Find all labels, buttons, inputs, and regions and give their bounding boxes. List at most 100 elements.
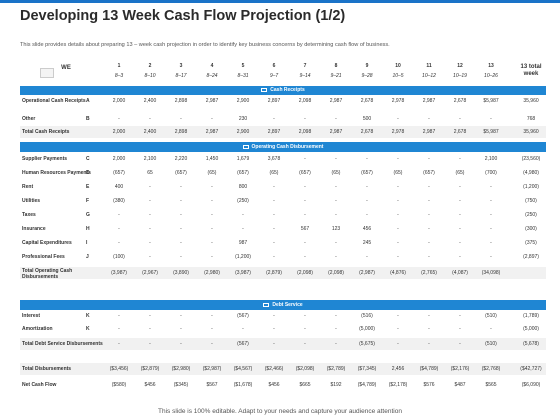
cell-total: (375) [525,240,537,246]
cell-value: 987 [238,240,248,246]
cell-value: - [397,313,399,319]
row-label: Capital Expenditures [22,240,72,246]
cell-value: - [180,226,182,232]
cell-value: - [211,254,213,260]
cell-value: 2,987 [205,98,219,104]
week-date: 10–5 [392,73,404,79]
cell-value: (2,098) [297,270,313,276]
cell-value: (250) [237,198,249,204]
cell-value: - [149,326,151,332]
cell-value: - [211,226,213,232]
section-label: Debt Service [272,302,303,308]
cell-value: - [459,226,461,232]
table-row: Total Disbursements ($3,456) ($2,879) ($2,9… [20,366,546,375]
cell-value: (3,890) [173,270,189,276]
cell-value: - [397,326,399,332]
table-row: Taxes G - - - - - - - - - - - - - (250) [20,212,546,221]
cell-value: 2,897 [267,129,281,135]
cash-flow-table: WE 13 total week 1 8–3 2 8–10 3 8–17 4 8–24 5 8–3… [20,60,546,405]
cell-value: (4,876) [390,270,406,276]
total-header-line2: week [523,71,539,77]
row-label: Professional Fees [22,254,65,260]
cell-value: - [211,341,213,347]
week-number: 10 [395,63,401,69]
cell-value: - [304,254,306,260]
row-letter: K [86,326,90,332]
coins-icon [242,144,249,149]
week-date: 8–10 [144,73,156,79]
cell-value: - [211,184,213,190]
cell-value: 800 [238,184,248,190]
cell-value: - [490,212,492,218]
section-debt-service: Debt Service [20,300,546,310]
table-row: Insurance H - - - - - - 567 123 456 - - - - (300) [20,226,546,235]
cell-value: 2,000 [112,129,126,135]
cell-value: - [273,226,275,232]
cell-value: - [428,326,430,332]
cell-value: - [366,156,368,162]
cell-value: - [118,212,120,218]
cell-value: - [459,116,461,122]
cell-total: (1,789) [523,313,539,319]
cell-value: - [211,212,213,218]
cell-value: - [490,116,492,122]
week-date: 10–19 [453,73,467,79]
cell-total: (2,897) [523,254,539,260]
cell-value: (510) [485,313,497,319]
table-row: Other B - - - - 230 - - - 500 - - - - 768 [20,116,546,125]
cell-value: (657) [175,170,187,176]
table-row: Rent E 400 - - - 800 - - - - - - - - (1,200) [20,184,546,193]
cell-total: (750) [525,198,537,204]
cell-value: 2,220 [174,156,188,162]
cell-total: (5,678) [523,341,539,347]
cell-value: 1,679 [236,156,250,162]
row-letter: F [86,198,90,204]
cell-total: (5,000) [523,326,539,332]
cell-value: 2,678 [360,98,374,104]
cell-value: - [242,326,244,332]
row-label: Taxes [22,212,36,218]
table-row: Total Debt Service Disbursements - - - - (567… [20,341,546,350]
cell-value: - [335,254,337,260]
cell-value: - [242,226,244,232]
cell-value: - [273,240,275,246]
cell-value: - [273,116,275,122]
cell-value: $567 [206,382,218,388]
cell-value: (567) [237,341,249,347]
row-highlight [20,126,546,138]
row-letter: K [86,313,90,319]
cell-value: 2,678 [360,129,374,135]
cell-value: - [118,116,120,122]
cell-value: - [180,198,182,204]
cell-value: 567 [300,226,310,232]
cell-value: - [490,198,492,204]
week-number: 6 [272,63,276,69]
week-number: 3 [179,63,183,69]
row-label: Insurance [22,226,46,232]
cell-value: (65) [207,170,217,176]
cell-value: - [118,226,120,232]
cell-value: ($4,567) [233,366,253,372]
week-date: 10–26 [484,73,498,79]
table-row: Net Cash Flow ($580) $456 ($345) $567 ($1,678… [20,382,546,391]
table-row: Utilities F (380) - - - (250) - - - - - - - - (750) [20,198,546,207]
cell-total: 35,960 [523,129,539,135]
cell-value: 2,978 [391,129,405,135]
cell-value: - [273,212,275,218]
cell-value: ($2,980) [171,366,191,372]
cell-total: (1,200) [523,184,539,190]
cell-value: (2,765) [421,270,437,276]
cell-value: ($4,789) [357,382,377,388]
cell-value: 2,898 [174,129,188,135]
cell-value: - [397,254,399,260]
cell-value: 2,400 [143,98,157,104]
cell-value: - [335,212,337,218]
cell-total: (4,980) [523,170,539,176]
cell-value: (516) [361,313,373,319]
cell-value: 2,987 [329,129,343,135]
cell-value: - [149,313,151,319]
cell-value: 2,098 [298,98,312,104]
cell-value: (567) [237,313,249,319]
row-label: Operational Cash Receipts [22,98,86,104]
cell-value: 2,900 [236,129,250,135]
